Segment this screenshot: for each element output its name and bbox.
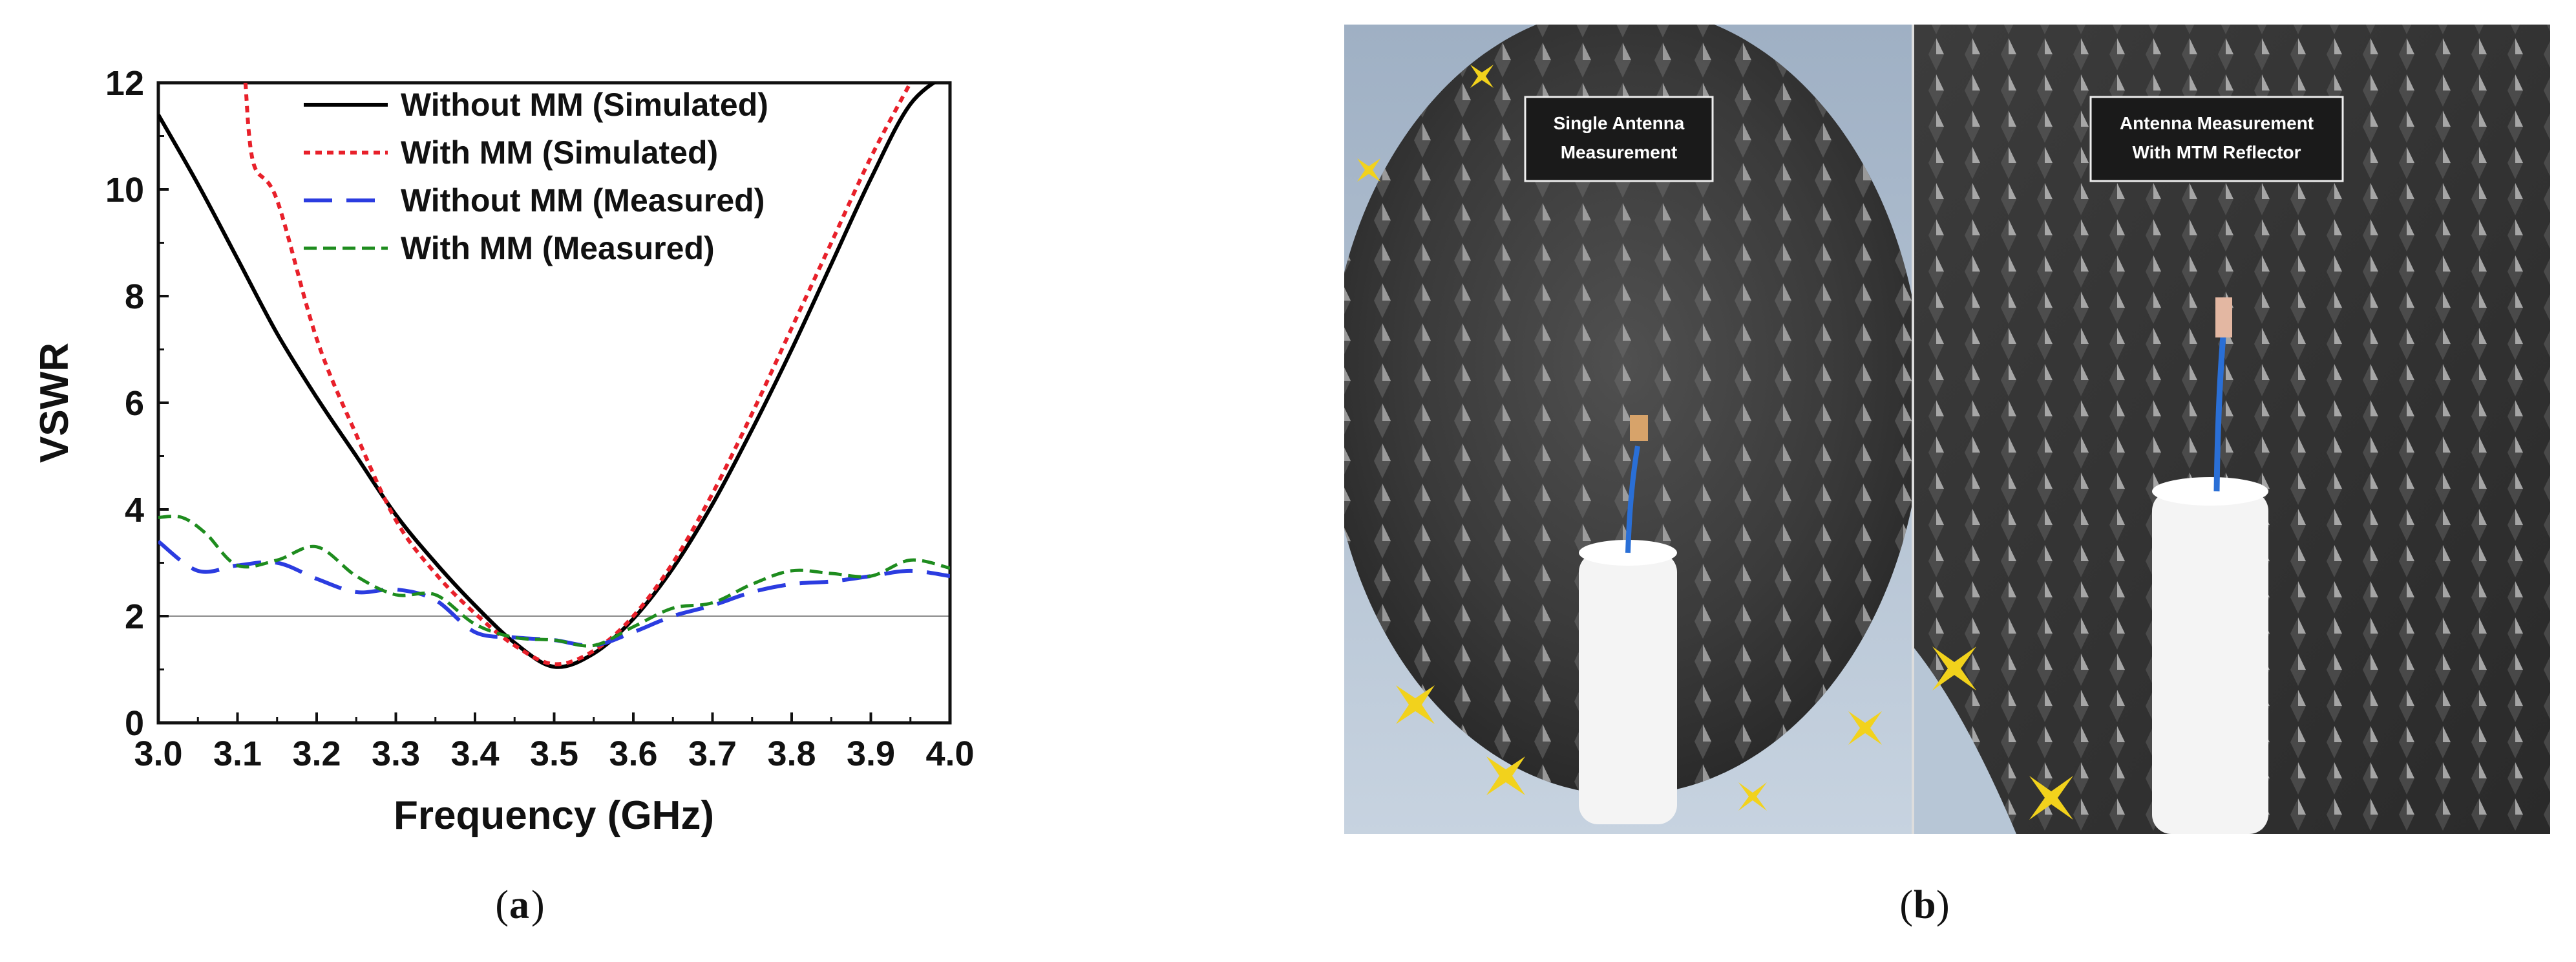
x-tick-label: 3.6 [609, 734, 657, 773]
label-left-line2: Measurement [1561, 142, 1678, 162]
floor-right [1913, 647, 2016, 834]
y-tick-label: 2 [125, 597, 144, 636]
y-tick-label: 10 [105, 171, 144, 209]
caption-b-open: ( [1899, 883, 1913, 927]
label-right-line1: Antenna Measurement [2120, 113, 2314, 133]
foam-top-right [2152, 477, 2268, 506]
antenna-left [1630, 415, 1648, 441]
series-line-1 [243, 83, 913, 667]
foam-support-right [2152, 491, 2268, 834]
x-tick-label: 3.0 [134, 734, 182, 773]
caption-b-letter: b [1914, 883, 1936, 927]
series-line-3 [158, 515, 950, 648]
x-tick-label: 3.4 [450, 734, 499, 773]
caption-a-open: ( [495, 883, 509, 927]
foam-support-left [1579, 553, 1677, 824]
x-tick-label: 3.8 [767, 734, 816, 773]
legend: Without MM (Simulated) With MM (Simulated… [304, 87, 768, 266]
cable-left [1625, 445, 1640, 553]
x-tick-label: 3.2 [292, 734, 341, 773]
absorber-cones-left [1344, 25, 1923, 795]
caption-a-letter: a [509, 883, 529, 927]
x-axis-title: Frequency (GHz) [394, 793, 714, 838]
chart-panel: 3.0 3.1 3.2 3.3 3.4 3.5 3.6 3.7 3.8 3.9 4.0 0 2 4 6 8 1… [32, 64, 975, 838]
x-tick-label: 3.1 [213, 734, 262, 773]
y-tick-label: 6 [125, 384, 144, 423]
y-tick-label: 0 [125, 704, 144, 743]
y-tick-label: 8 [125, 277, 144, 316]
y-axis-title: VSWR [32, 343, 77, 463]
caption-a: ( a ) [495, 883, 544, 927]
caption-b-close: ) [1936, 883, 1950, 927]
y-tick-labels: 0 2 4 6 8 10 12 [105, 64, 169, 743]
series-line-2 [158, 540, 950, 648]
legend-label-1: With MM (Simulated) [401, 134, 718, 171]
series-line-0 [158, 83, 938, 669]
x-tick-label: 3.5 [530, 734, 578, 773]
plot-frame [156, 81, 952, 725]
cable-right [2213, 336, 2226, 492]
x-tick-label: 3.7 [688, 734, 737, 773]
x-tick-label: 3.3 [372, 734, 420, 773]
y-tick-label: 4 [125, 491, 144, 529]
photo-panel: Single Antenna Measurement Antenna Measu… [1344, 25, 2550, 834]
x-tick-label: 4.0 [925, 734, 974, 773]
series-layer [158, 83, 950, 669]
y-tick-label: 12 [105, 64, 144, 103]
plot-axes [156, 81, 952, 725]
legend-label-3: With MM (Measured) [401, 230, 715, 266]
caption-b: ( b ) [1899, 883, 1949, 927]
caption-a-close: ) [531, 883, 545, 927]
label-box-right [2089, 96, 2344, 182]
label-box-left [1524, 96, 1714, 182]
legend-label-2: Without MM (Measured) [401, 182, 765, 219]
antenna-right [2215, 297, 2232, 337]
label-left-line1: Single Antenna [1554, 113, 1685, 133]
floor-markers [1357, 65, 2073, 820]
label-right-line2: With MTM Reflector [2132, 142, 2301, 162]
x-tick-label: 3.9 [847, 734, 895, 773]
x-tick-labels: 3.0 3.1 3.2 3.3 3.4 3.5 3.6 3.7 3.8 3.9 4.0 [134, 712, 975, 773]
legend-label-0: Without MM (Simulated) [401, 87, 768, 123]
